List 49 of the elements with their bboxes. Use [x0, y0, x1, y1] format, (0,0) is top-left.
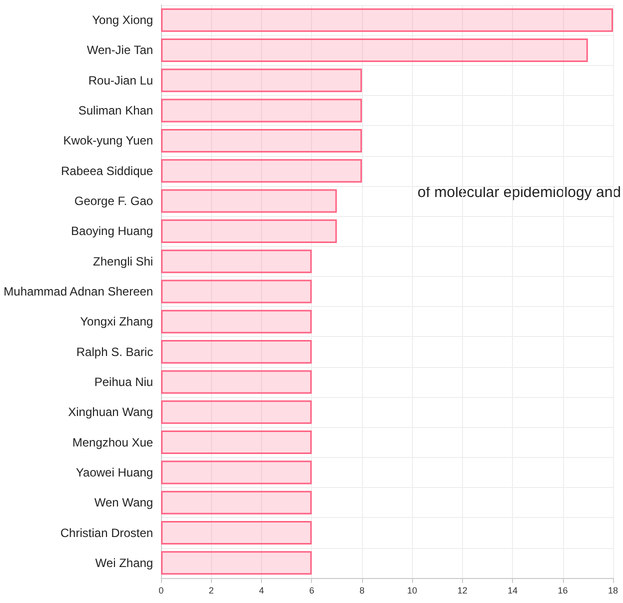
bar — [161, 250, 312, 274]
bar — [161, 8, 613, 32]
y-tick-label: Muhammad Adnan Shereen — [4, 284, 154, 298]
y-tick-label: Rou-Jian Lu — [88, 73, 154, 88]
x-tick-label: 0 — [158, 586, 164, 596]
x-tick-label: 16 — [558, 586, 568, 596]
bar — [161, 521, 312, 545]
y-tick-label: George F. Gao — [74, 194, 154, 208]
bar — [161, 400, 312, 424]
bar — [161, 189, 337, 213]
x-tick-label: 14 — [508, 586, 518, 596]
x-tick-label: 10 — [407, 586, 418, 596]
x-tick-label: 18 — [608, 586, 618, 596]
y-tick-label: Wen-Jie Tan — [86, 43, 154, 58]
y-tick-label: Baoying Huang — [71, 224, 154, 238]
y-tick-label: Xinghuan Wang — [68, 405, 154, 420]
y-tick-label: Ralph S. Baric — [76, 344, 154, 359]
x-tick-label: 12 — [457, 586, 468, 596]
bar — [161, 310, 312, 334]
y-tick-label: Zhengli Shi — [93, 254, 154, 268]
y-tick-label: Yongxi Zhang — [80, 314, 154, 329]
bar — [161, 490, 312, 514]
y-tick-label: Wei Zhang — [95, 556, 154, 570]
bar — [161, 38, 588, 62]
y-tick-label: Yong Xiong — [92, 13, 154, 28]
bar — [161, 159, 362, 183]
bar — [161, 551, 312, 575]
bar — [161, 98, 362, 122]
bar — [161, 460, 312, 484]
bar — [161, 280, 312, 304]
y-tick-label: Yaowei Huang — [76, 465, 154, 480]
x-tick-label: 8 — [359, 586, 364, 596]
y-tick-label: Christian Drosten — [60, 526, 154, 540]
bar — [161, 340, 312, 364]
x-tick-label: 4 — [259, 586, 264, 596]
bar — [161, 128, 362, 152]
y-tick-label: Peihua Niu — [94, 374, 154, 389]
annotation: of molecular epidemiology and — [418, 184, 621, 201]
x-tick-label: 6 — [309, 586, 314, 596]
y-tick-label: Rabeea Siddique — [61, 164, 154, 178]
y-tick-label: Wen Wang — [94, 496, 154, 510]
y-tick-label: Suliman Khan — [78, 104, 154, 118]
bar — [161, 370, 312, 394]
bar — [161, 219, 337, 243]
x-tick-label: 2 — [208, 586, 214, 596]
bar — [161, 68, 362, 92]
y-tick-label: Mengzhou Xue — [72, 435, 154, 450]
y-tick-label: Kwok-yung Yuen — [63, 134, 154, 148]
bar — [161, 430, 312, 454]
